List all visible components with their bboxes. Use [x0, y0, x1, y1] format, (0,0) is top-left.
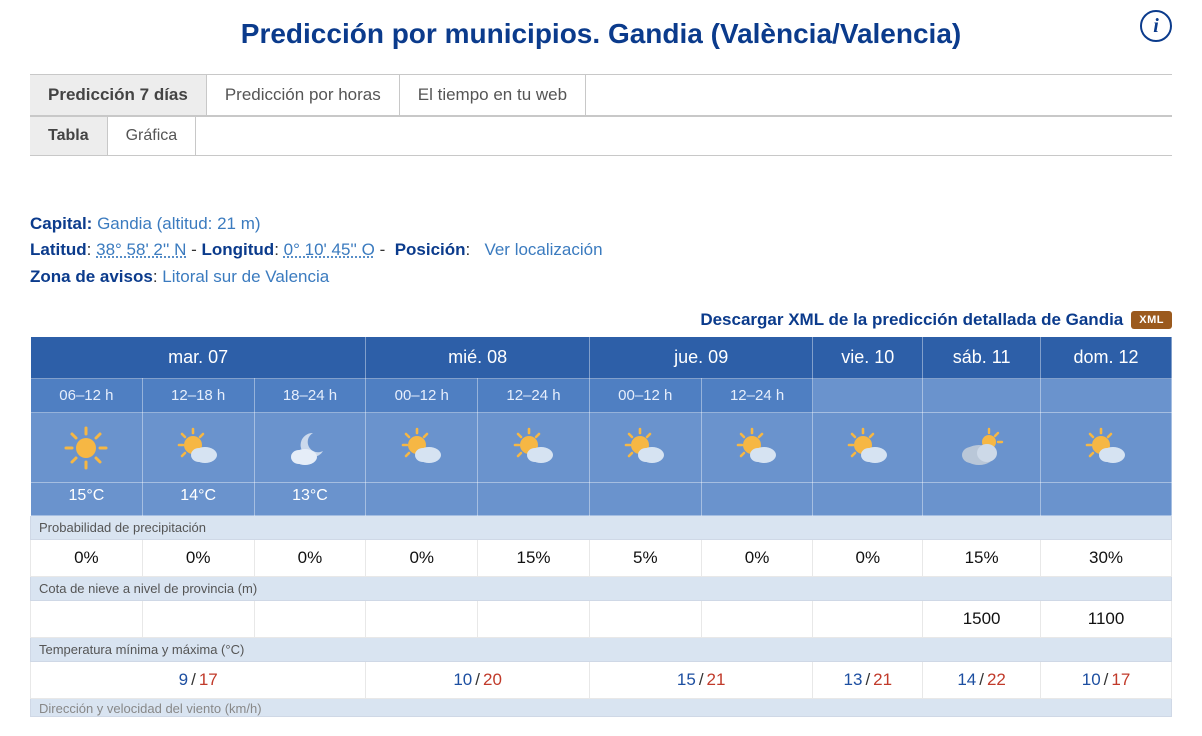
day-header: mar. 07	[31, 337, 366, 379]
snow-value	[142, 601, 254, 638]
tab-gr-fica[interactable]: Gráfica	[108, 117, 197, 155]
snow-value	[813, 601, 923, 638]
precip-value: 0%	[701, 540, 813, 577]
snow-value	[366, 601, 478, 638]
weather-icon-sun-cloud	[142, 413, 254, 483]
lon-label: Longitud	[201, 240, 274, 259]
segment-temp	[923, 483, 1041, 516]
snow-value	[701, 601, 813, 638]
snow-value	[589, 601, 701, 638]
lat-label: Latitud	[30, 240, 87, 259]
weather-icon-sun-cloud	[478, 413, 590, 483]
snow-value: 1100	[1041, 601, 1172, 638]
segment-header: 06–12 h	[31, 379, 143, 413]
minmax-value: 15/21	[589, 662, 813, 699]
segment-temp	[589, 483, 701, 516]
weather-icon-sun-cloud	[366, 413, 478, 483]
precip-value: 15%	[923, 540, 1041, 577]
segment-header: 12–24 h	[701, 379, 813, 413]
segment-temp: 13°C	[254, 483, 366, 516]
segment-header: 00–12 h	[589, 379, 701, 413]
zona-label: Zona de avisos	[30, 267, 153, 286]
info-icon[interactable]: i	[1140, 10, 1172, 42]
weather-icon-sun-cloud	[1041, 413, 1172, 483]
download-row: Descargar XML de la predicción detallada…	[30, 310, 1172, 330]
segment-header: 00–12 h	[366, 379, 478, 413]
segment-header	[813, 379, 923, 413]
row-label-precip: Probabilidad de precipitación	[31, 516, 1172, 540]
page-title-text: Predicción por municipios. Gandia (Valèn…	[241, 18, 961, 49]
pos-label: Posición	[395, 240, 466, 259]
day-header: dom. 12	[1041, 337, 1172, 379]
tabs-primary: Predicción 7 díasPredicción por horasEl …	[30, 74, 1172, 116]
tab-predicci-n-7-d-as[interactable]: Predicción 7 días	[30, 75, 207, 115]
segment-temp: 15°C	[31, 483, 143, 516]
precip-value: 0%	[254, 540, 366, 577]
day-header: jue. 09	[589, 337, 813, 379]
tab-predicci-n-por-horas[interactable]: Predicción por horas	[207, 75, 400, 115]
minmax-value: 14/22	[923, 662, 1041, 699]
segment-header	[1041, 379, 1172, 413]
precip-value: 0%	[813, 540, 923, 577]
pos-link[interactable]: Ver localización	[484, 240, 602, 259]
row-label-temp: Temperatura mínima y máxima (°C)	[31, 638, 1172, 662]
day-header: sáb. 11	[923, 337, 1041, 379]
row-label-snow: Cota de nieve a nivel de provincia (m)	[31, 577, 1172, 601]
minmax-value: 10/17	[1041, 662, 1172, 699]
precip-value: 0%	[366, 540, 478, 577]
weather-icon-sun-cloud	[589, 413, 701, 483]
segment-header: 12–24 h	[478, 379, 590, 413]
location-meta: Capital: Gandia (altitud: 21 m) Latitud:…	[30, 211, 1172, 290]
tab-el-tiempo-en-tu-web[interactable]: El tiempo en tu web	[400, 75, 586, 115]
lon-value[interactable]: 0° 10' 45'' O	[284, 240, 375, 259]
precip-value: 15%	[478, 540, 590, 577]
weather-icon-sun-cloud	[813, 413, 923, 483]
row-label-wind: Dirección y velocidad del viento (km/h)	[31, 699, 1172, 717]
xml-badge-icon[interactable]: XML	[1131, 311, 1172, 329]
segment-temp	[366, 483, 478, 516]
forecast-table: mar. 07mié. 08jue. 09vie. 10sáb. 11dom. …	[30, 336, 1172, 717]
lat-value[interactable]: 38° 58' 2'' N	[96, 240, 186, 259]
weather-icon-moon-cloud	[254, 413, 366, 483]
weather-icon-sun-cloud	[701, 413, 813, 483]
download-xml-link[interactable]: Descargar XML de la predicción detallada…	[700, 310, 1123, 330]
tab-tabla[interactable]: Tabla	[30, 117, 108, 155]
segment-header	[923, 379, 1041, 413]
segment-temp	[478, 483, 590, 516]
segment-temp	[813, 483, 923, 516]
snow-value: 1500	[923, 601, 1041, 638]
precip-value: 0%	[142, 540, 254, 577]
capital-value: Gandia (altitud: 21 m)	[97, 214, 260, 233]
snow-value	[31, 601, 143, 638]
precip-value: 0%	[31, 540, 143, 577]
tabs-secondary: TablaGráfica	[30, 116, 1172, 156]
snow-value	[478, 601, 590, 638]
day-header: mié. 08	[366, 337, 590, 379]
segment-temp	[1041, 483, 1172, 516]
day-header: vie. 10	[813, 337, 923, 379]
minmax-value: 13/21	[813, 662, 923, 699]
precip-value: 5%	[589, 540, 701, 577]
segment-header: 18–24 h	[254, 379, 366, 413]
segment-temp	[701, 483, 813, 516]
zona-value: Litoral sur de Valencia	[162, 267, 329, 286]
segment-header: 12–18 h	[142, 379, 254, 413]
minmax-value: 9/17	[31, 662, 366, 699]
segment-temp: 14°C	[142, 483, 254, 516]
minmax-value: 10/20	[366, 662, 590, 699]
weather-icon-cloud-sun	[923, 413, 1041, 483]
page-title: Predicción por municipios. Gandia (Valèn…	[30, 10, 1172, 74]
precip-value: 30%	[1041, 540, 1172, 577]
snow-value	[254, 601, 366, 638]
capital-label: Capital:	[30, 214, 92, 233]
weather-icon-sun	[31, 413, 143, 483]
